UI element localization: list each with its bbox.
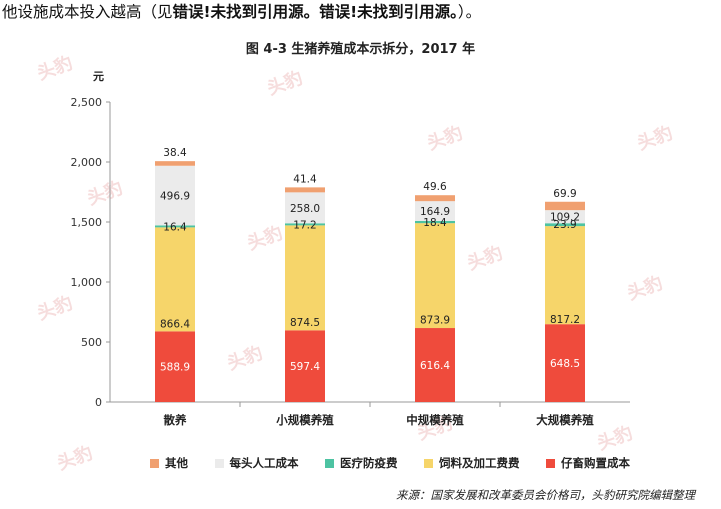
watermark-5: 头豹 <box>244 222 285 255</box>
data-label: 23.9 <box>553 219 576 231</box>
watermark-1: 头豹 <box>264 67 305 100</box>
intro-text: 他设施成本投入越高（见错误!未找到引用源。错误!未找到引用源。）。 <box>2 0 481 24</box>
legend-item: 仔畜购置成本 <box>546 455 630 471</box>
bar-segment <box>155 331 195 402</box>
bar-segment <box>155 165 195 226</box>
bar-segment <box>545 226 585 325</box>
bar-segment <box>285 225 325 331</box>
data-label: 648.5 <box>550 358 580 370</box>
chart-bars <box>155 161 585 402</box>
legend-label: 医疗防疫费 <box>340 456 398 470</box>
bar-segment <box>285 223 325 226</box>
y-tick-label: 1,000 <box>71 276 103 289</box>
data-label: 16.4 <box>163 221 187 233</box>
data-label: 817.2 <box>550 314 580 326</box>
data-label: 41.4 <box>293 173 317 185</box>
bar-segment <box>285 330 325 402</box>
watermark-9: 头豹 <box>224 342 265 375</box>
bar-segment <box>415 328 455 402</box>
bar-segment <box>545 324 585 402</box>
y-tick-label: 0 <box>95 396 102 409</box>
chart-legend: 其他 每头人工成本 医疗防疫费 饲料及加工费费 仔畜购置成本 <box>150 455 630 471</box>
chart-title: 图 4-3 生猪养殖成本示拆分，2017 年 <box>245 42 476 57</box>
x-category-label: 大规模养殖 <box>536 413 594 427</box>
bar-segment <box>285 187 325 193</box>
x-category-label: 中规模养殖 <box>406 413 464 427</box>
chart-value-labels: 588.9 866.4 16.4 496.9 38.4 597.4 874.5 17.2 258… <box>160 147 580 374</box>
bar-segment <box>155 227 195 332</box>
data-label: 874.5 <box>290 317 320 329</box>
watermark-2: 头豹 <box>424 122 465 155</box>
data-label: 588.9 <box>160 362 190 374</box>
legend-item: 每头人工成本 <box>214 455 299 471</box>
y-tick-label: 2,500 <box>71 96 103 109</box>
data-label: 17.2 <box>293 219 316 231</box>
bar-segment <box>155 225 195 228</box>
reference-error-2: 错误!未找到引用源。 <box>319 3 458 21</box>
data-label: 18.4 <box>423 217 447 229</box>
legend-label: 每头人工成本 <box>229 456 299 470</box>
legend-swatch <box>424 458 433 468</box>
watermark-4: 头豹 <box>84 177 125 210</box>
watermark-11: 头豹 <box>594 422 635 455</box>
source-note: 来源：国家发展和改革委员会价格司，头豹研究院编辑整理 <box>396 488 695 502</box>
legend-label: 其他 <box>165 456 188 470</box>
bar-segment <box>285 192 325 224</box>
legend-swatch <box>150 458 159 468</box>
intro-suffix: ）。 <box>457 3 482 21</box>
data-label: 866.4 <box>160 318 190 330</box>
watermark-8: 头豹 <box>624 272 665 305</box>
bar-segment <box>155 161 195 166</box>
y-tick-label: 2,000 <box>71 156 103 169</box>
legend-label: 仔畜购置成本 <box>561 456 630 470</box>
bar-segment <box>545 210 585 224</box>
bar-segment <box>415 195 455 202</box>
watermark-6: 头豹 <box>464 242 505 275</box>
legend-swatch <box>214 458 224 468</box>
y-axis-unit: 元 <box>93 70 104 83</box>
bar-segment <box>415 223 455 329</box>
watermark-3: 头豹 <box>634 122 675 155</box>
data-label: 69.9 <box>553 188 576 200</box>
data-label: 109.2 <box>550 212 580 224</box>
data-label: 496.9 <box>160 191 190 203</box>
y-tick-label: 500 <box>81 336 102 349</box>
data-label: 49.6 <box>423 181 447 193</box>
legend-swatch <box>546 458 555 468</box>
legend-item: 饲料及加工费费 <box>424 455 520 471</box>
watermark-12: 头豹 <box>54 442 95 475</box>
x-category-label: 散养 <box>164 413 187 427</box>
legend-item: 医疗防疫费 <box>325 455 398 471</box>
watermark-0: 头豹 <box>34 52 75 85</box>
legend-item: 其他 <box>150 455 188 471</box>
data-label: 597.4 <box>290 361 320 373</box>
bar-segment <box>415 220 455 224</box>
watermark-7: 头豹 <box>34 292 75 325</box>
bar-segment <box>545 201 585 211</box>
x-category-label: 小规模养殖 <box>275 413 334 427</box>
intro-prefix: 他设施成本投入越高（见 <box>2 3 173 21</box>
data-label: 258.0 <box>290 203 320 215</box>
legend-swatch <box>325 458 334 468</box>
bar-segment <box>545 223 585 227</box>
bar-segment <box>415 201 455 221</box>
reference-error-1: 错误!未找到引用源。 <box>172 3 320 21</box>
legend-label: 饲料及加工费费 <box>439 456 520 470</box>
chart-axes: 元 0 500 1,000 1,500 2,000 2,500 散养 小规模养殖 中规模养殖 大规模… <box>71 70 630 427</box>
y-tick-label: 1,500 <box>71 216 103 229</box>
data-label: 616.4 <box>420 360 450 372</box>
data-label: 38.4 <box>163 147 187 159</box>
data-label: 164.9 <box>420 206 450 218</box>
data-label: 873.9 <box>420 315 450 327</box>
